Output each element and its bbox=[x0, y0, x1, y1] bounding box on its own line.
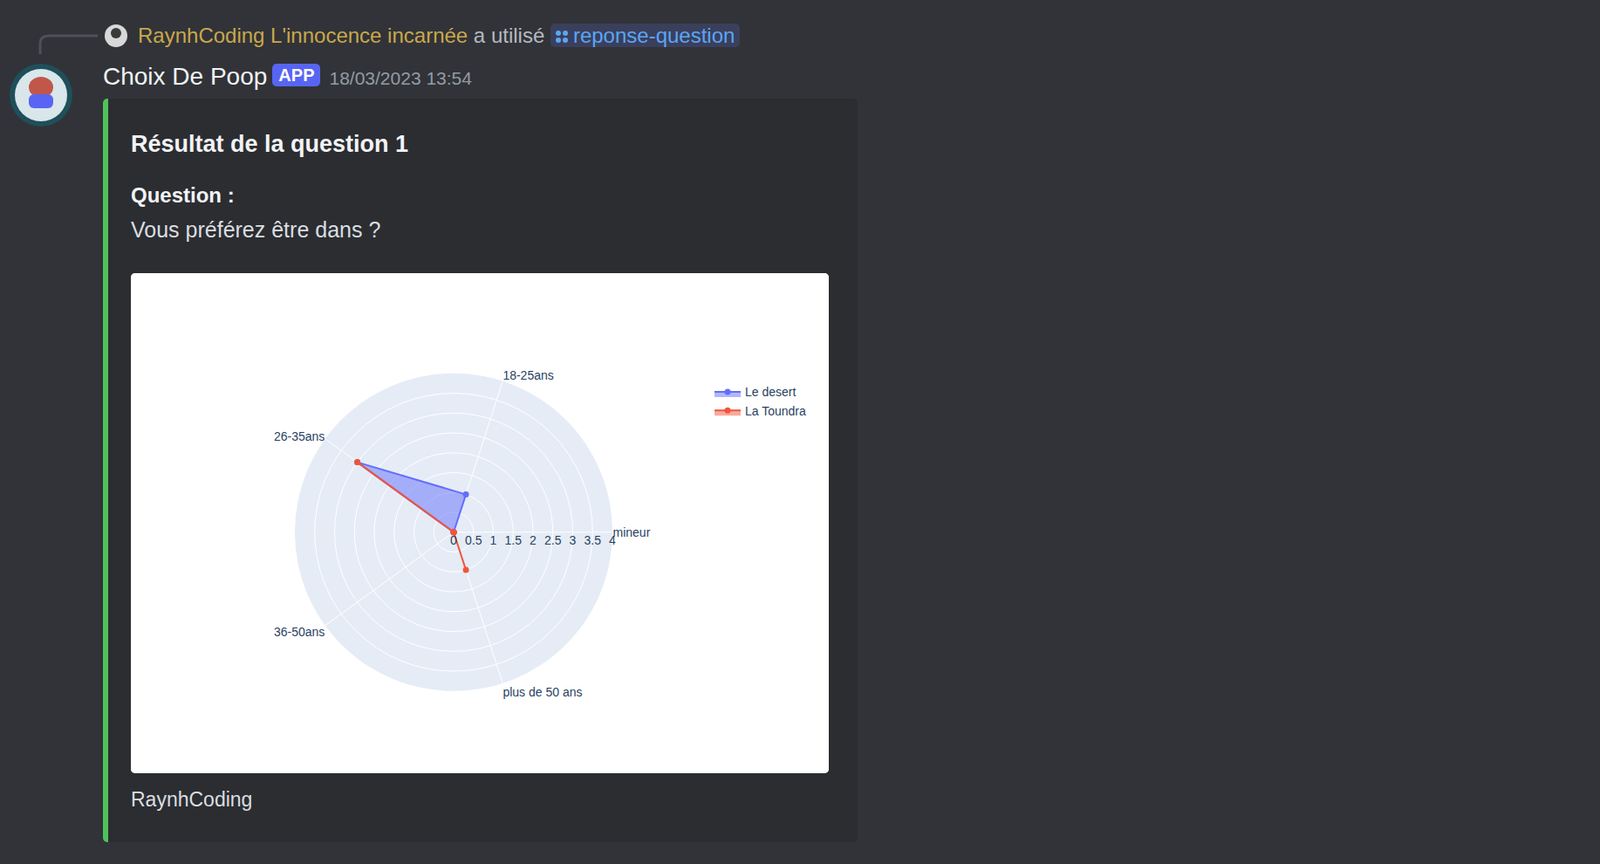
svg-text:3.5: 3.5 bbox=[584, 533, 602, 548]
svg-text:mineur: mineur bbox=[613, 525, 651, 540]
svg-text:2: 2 bbox=[529, 533, 537, 548]
html-text:RaynhCoding: RaynhCoding bbox=[130, 787, 253, 811]
html-text:APP: APP bbox=[278, 65, 315, 85]
svg-text:La Toundra: La Toundra bbox=[745, 403, 807, 418]
svg-text:plus de 50 ans: plus de 50 ans bbox=[502, 684, 582, 699]
html-text:Vous préférez être dans ?: Vous préférez être dans ? bbox=[130, 217, 381, 242]
svg-text:26-35ans: 26-35ans bbox=[273, 429, 325, 444]
svg-text:2.5: 2.5 bbox=[544, 533, 562, 548]
html-text:Question :: Question : bbox=[130, 183, 235, 207]
svg-text:0: 0 bbox=[450, 533, 458, 548]
html-text:Résultat de la question 1: Résultat de la question 1 bbox=[130, 130, 409, 158]
html-text:reponse-question: reponse-question bbox=[573, 23, 735, 48]
svg-text:4: 4 bbox=[608, 533, 616, 548]
html-text:Choix De Poop: Choix De Poop bbox=[102, 62, 268, 90]
svg-text:18-25ans: 18-25ans bbox=[502, 368, 554, 383]
html-text:18/03/2023 13:54: 18/03/2023 13:54 bbox=[329, 68, 472, 89]
html-text:RaynhCoding L'innocence incarn: RaynhCoding L'innocence incarnée a utili… bbox=[137, 23, 545, 48]
svg-text:3: 3 bbox=[569, 533, 577, 548]
svg-text:Le desert: Le desert bbox=[745, 384, 796, 399]
svg-text:1.5: 1.5 bbox=[505, 533, 523, 548]
svg-text:0.5: 0.5 bbox=[464, 533, 483, 548]
svg-text:1: 1 bbox=[490, 533, 498, 548]
svg-text:36-50ans: 36-50ans bbox=[273, 624, 325, 639]
